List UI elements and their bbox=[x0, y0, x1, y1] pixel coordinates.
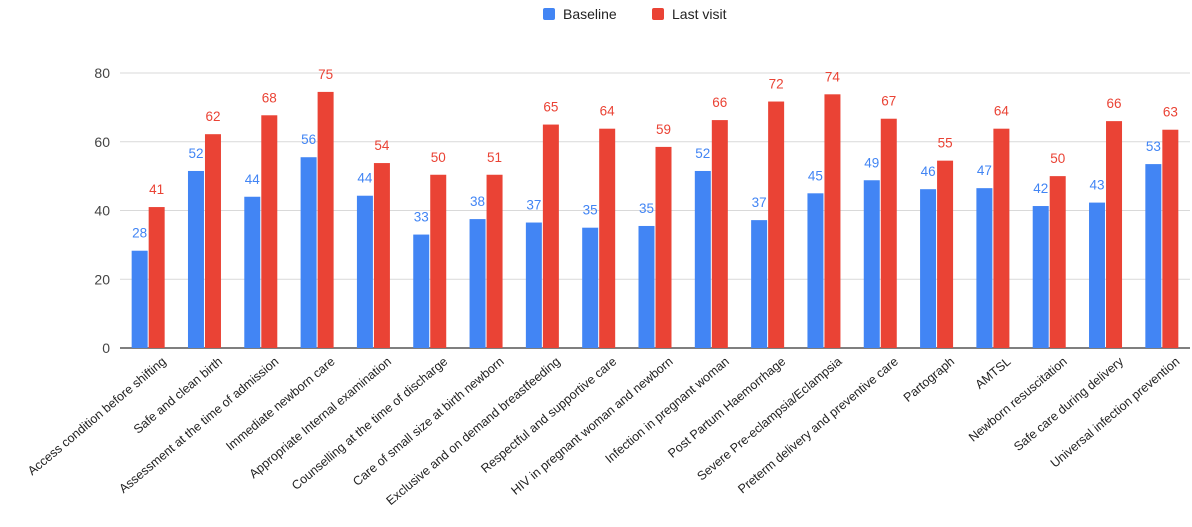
data-label-baseline: 49 bbox=[864, 155, 879, 170]
bar-last-visit bbox=[486, 174, 503, 348]
x-tick-label: Safe care during delivery bbox=[1011, 354, 1126, 454]
data-label-last-visit: 75 bbox=[318, 67, 333, 82]
bar-last-visit bbox=[768, 101, 785, 348]
y-tick-label: 20 bbox=[94, 271, 110, 287]
y-tick-label: 40 bbox=[94, 203, 110, 219]
bars bbox=[131, 91, 1179, 348]
bar-last-visit bbox=[373, 163, 390, 348]
legend-label-last-visit: Last visit bbox=[672, 6, 727, 22]
bar-last-visit bbox=[261, 115, 278, 348]
bar-last-visit bbox=[993, 128, 1010, 348]
bar-baseline bbox=[638, 225, 655, 348]
bar-baseline bbox=[582, 227, 599, 348]
data-label-last-visit: 59 bbox=[656, 122, 671, 137]
bar-baseline bbox=[976, 188, 993, 348]
data-label-last-visit: 50 bbox=[1050, 151, 1065, 166]
data-labels: 28 41 52 62 44 68 56 75 44 54 33 50 38 51 37 65 35 64 35 59… bbox=[132, 67, 1178, 241]
data-label-baseline: 38 bbox=[470, 194, 485, 209]
bar-baseline bbox=[807, 193, 824, 348]
legend-label-baseline: Baseline bbox=[563, 6, 617, 22]
data-label-last-visit: 55 bbox=[938, 136, 953, 151]
data-label-last-visit: 54 bbox=[374, 138, 390, 153]
data-label-baseline: 43 bbox=[1090, 178, 1105, 193]
bar-last-visit bbox=[204, 134, 221, 348]
bar-baseline bbox=[300, 157, 317, 348]
bar-baseline bbox=[1032, 206, 1049, 348]
bar-baseline bbox=[694, 170, 711, 348]
data-label-baseline: 45 bbox=[808, 168, 823, 183]
bar-last-visit bbox=[430, 174, 447, 348]
x-tick-label: Partograph bbox=[901, 354, 957, 405]
bar-baseline bbox=[525, 222, 542, 348]
x-tick-label: Newborn resuscitation bbox=[966, 354, 1070, 444]
data-label-baseline: 35 bbox=[639, 201, 654, 216]
data-label-baseline: 52 bbox=[188, 146, 203, 161]
data-label-last-visit: 65 bbox=[543, 100, 558, 115]
legend: Baseline Last visit bbox=[543, 6, 727, 22]
data-label-baseline: 44 bbox=[245, 172, 261, 187]
legend-swatch-last-visit bbox=[652, 8, 664, 20]
data-label-last-visit: 41 bbox=[149, 182, 164, 197]
y-axis: 0 20 40 60 80 bbox=[94, 65, 110, 356]
data-label-last-visit: 50 bbox=[431, 150, 446, 165]
bar-last-visit bbox=[1162, 129, 1179, 348]
bar-baseline bbox=[244, 196, 261, 348]
data-label-baseline: 37 bbox=[526, 198, 541, 213]
data-label-last-visit: 64 bbox=[600, 104, 616, 119]
bar-last-visit bbox=[542, 124, 559, 348]
bar-last-visit bbox=[655, 146, 672, 348]
data-label-last-visit: 66 bbox=[712, 95, 727, 110]
bar-baseline bbox=[187, 170, 204, 348]
bar-last-visit bbox=[1049, 176, 1066, 348]
x-tick-label: AMTSL bbox=[973, 354, 1014, 392]
data-label-last-visit: 51 bbox=[487, 150, 502, 165]
data-label-baseline: 56 bbox=[301, 132, 316, 147]
bar-baseline bbox=[469, 219, 486, 348]
data-label-baseline: 37 bbox=[752, 195, 767, 210]
bar-last-visit bbox=[711, 120, 728, 348]
data-label-baseline: 46 bbox=[921, 164, 936, 179]
bar-last-visit bbox=[824, 94, 841, 348]
bar-last-visit bbox=[880, 118, 897, 348]
bar-last-visit bbox=[317, 91, 334, 348]
bar-last-visit bbox=[1106, 121, 1123, 348]
data-label-baseline: 42 bbox=[1033, 181, 1048, 196]
data-label-baseline: 35 bbox=[583, 203, 598, 218]
data-label-last-visit: 68 bbox=[262, 90, 277, 105]
bar-baseline bbox=[413, 234, 430, 348]
bar-baseline bbox=[751, 220, 768, 348]
data-label-baseline: 33 bbox=[414, 210, 429, 225]
data-label-last-visit: 62 bbox=[205, 109, 220, 124]
data-label-baseline: 47 bbox=[977, 163, 992, 178]
bar-baseline bbox=[356, 195, 373, 348]
bar-baseline bbox=[920, 189, 937, 348]
y-tick-label: 80 bbox=[94, 65, 110, 81]
bar-baseline bbox=[1089, 202, 1106, 348]
bar-baseline bbox=[1145, 164, 1162, 348]
data-label-last-visit: 66 bbox=[1107, 96, 1122, 111]
data-label-baseline: 28 bbox=[132, 226, 147, 241]
x-tick-label: Immediate newborn care bbox=[223, 354, 337, 453]
data-label-last-visit: 67 bbox=[881, 94, 896, 109]
data-label-last-visit: 63 bbox=[1163, 105, 1178, 120]
bar-baseline bbox=[863, 180, 880, 348]
bar-last-visit bbox=[937, 160, 954, 348]
bar-baseline bbox=[131, 250, 148, 348]
data-label-last-visit: 74 bbox=[825, 69, 841, 84]
data-label-baseline: 53 bbox=[1146, 139, 1161, 154]
data-label-last-visit: 72 bbox=[769, 77, 784, 92]
y-tick-label: 60 bbox=[94, 134, 110, 150]
data-label-last-visit: 64 bbox=[994, 104, 1010, 119]
legend-swatch-baseline bbox=[543, 8, 555, 20]
data-label-baseline: 44 bbox=[357, 171, 373, 186]
bar-last-visit bbox=[599, 128, 616, 348]
gridlines bbox=[120, 72, 1190, 349]
y-tick-label: 0 bbox=[102, 340, 110, 356]
data-label-baseline: 52 bbox=[695, 146, 710, 161]
bar-last-visit bbox=[148, 207, 165, 348]
